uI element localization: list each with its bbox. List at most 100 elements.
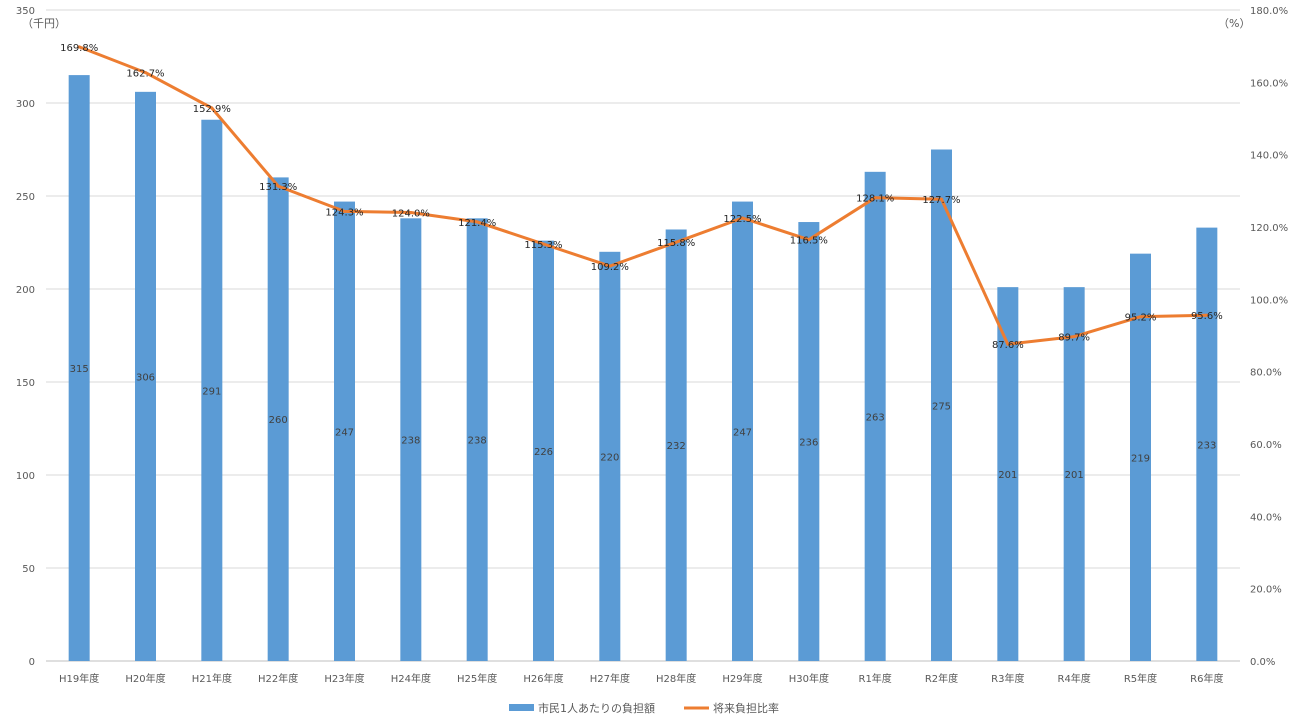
bar (864, 171, 886, 661)
x-axis-tick-label: H24年度 (391, 672, 431, 685)
line-data-label: 89.7% (1058, 333, 1090, 344)
x-axis-tick-label: H29年度 (722, 672, 762, 685)
line-point (674, 240, 678, 244)
bar-data-label: 275 (932, 401, 951, 412)
line-point (542, 242, 545, 246)
bar (334, 201, 355, 661)
right-axis-tick-label: 100.0% (1250, 295, 1288, 306)
bar-data-label: 226 (534, 447, 553, 458)
line-point (77, 45, 81, 49)
left-axis-unit: （千円） (22, 17, 66, 30)
bar (1063, 287, 1085, 661)
bar (533, 240, 554, 661)
legend-bar-label: 市民1人あたりの負担額 (538, 701, 655, 715)
x-axis-tick-label: H22年度 (258, 672, 298, 685)
bar-data-label: 247 (335, 427, 354, 438)
bar-data-label: 219 (1131, 453, 1150, 464)
line-data-label: 122.5% (723, 214, 761, 225)
line-point (940, 197, 943, 201)
line-point (741, 216, 744, 220)
bar (400, 218, 422, 661)
x-axis-tick-label: H23年度 (324, 672, 364, 685)
bar (798, 222, 820, 662)
x-axis-tick-label: H26年度 (523, 672, 563, 685)
line-data-label: 131.3% (259, 182, 297, 193)
bar-data-label: 238 (468, 436, 487, 447)
line-point (475, 220, 479, 224)
x-axis-tick-label: H25年度 (457, 672, 497, 685)
bar (466, 218, 488, 661)
left-axis-tick-label: 250 (16, 192, 35, 203)
x-axis-tick-label: R6年度 (1190, 672, 1223, 685)
line-point (343, 209, 346, 213)
left-axis-tick-label: 150 (16, 378, 35, 389)
line-series (77, 45, 1209, 346)
bar (267, 177, 289, 661)
line-data-label: 116.5% (790, 236, 828, 247)
right-axis-tick-label: 140.0% (1250, 151, 1288, 162)
right-axis-tick-label: 160.0% (1250, 78, 1288, 89)
line-point (807, 238, 811, 242)
line-data-label: 128.1% (856, 194, 894, 205)
line-data-label: 127.7% (922, 195, 960, 206)
left-axis-tick-label: 200 (16, 285, 35, 296)
right-axis-tick-label: 0.0% (1250, 657, 1275, 668)
line-data-label: 162.7% (126, 69, 164, 80)
bar (732, 201, 753, 661)
x-axis-tick-label: R5年度 (1124, 672, 1157, 685)
bar-data-label: 260 (269, 415, 288, 426)
line-point (873, 196, 877, 200)
line-point (409, 211, 413, 215)
bar (599, 251, 621, 662)
line-point (276, 184, 280, 188)
legend: 市民1人あたりの負担額 将来負担比率 (509, 701, 779, 715)
x-axis-tick-label: R4年度 (1058, 672, 1091, 685)
line-data-label: 121.4% (458, 218, 496, 229)
x-axis-tick-label: R1年度 (859, 672, 892, 685)
line-point (1205, 313, 1209, 317)
bar-data-label: 236 (799, 438, 818, 449)
bar (1130, 253, 1151, 661)
bar-data-label: 201 (998, 470, 1017, 481)
right-axis-tick-label: 40.0% (1250, 512, 1282, 523)
line-data-label: 109.2% (591, 262, 629, 273)
left-axis-tick-label: 50 (22, 564, 35, 575)
bar (201, 119, 223, 662)
x-axis-tick-label: H27年度 (590, 672, 630, 685)
bar (665, 229, 687, 662)
x-axis-tick-label: R3年度 (991, 672, 1024, 685)
line-data-label: 95.2% (1125, 313, 1157, 324)
line-data-label: 115.8% (657, 238, 695, 249)
x-axis-tick-label: H21年度 (192, 672, 232, 685)
line-data-label: 115.3% (524, 240, 562, 251)
line-point (1006, 342, 1010, 346)
bar (931, 149, 952, 661)
left-axis-tick-label: 100 (16, 471, 35, 482)
left-axis-tick-label: 350 (16, 6, 35, 17)
left-axis-tick-label: 0 (29, 657, 35, 668)
bar-data-labels: 315 306 291 260 247 238 238 226 220 232 247 236 263 2… (70, 364, 1217, 481)
bar-data-label: 232 (667, 441, 686, 452)
bar-data-label: 306 (136, 372, 155, 383)
line-point (608, 264, 612, 268)
right-axis-tick-label: 60.0% (1250, 440, 1282, 451)
legend-line-label: 将来負担比率 (713, 701, 779, 715)
bar-data-label: 233 (1197, 440, 1216, 451)
x-axis-tick-label: R2年度 (925, 672, 958, 685)
gridlines (46, 9, 1240, 662)
line-data-label: 169.8% (60, 43, 98, 54)
line-data-label: 87.6% (992, 340, 1024, 351)
bar-data-label: 315 (70, 364, 89, 375)
bar-data-label: 220 (600, 452, 619, 463)
x-axis-tick-label: H30年度 (789, 672, 829, 685)
bar (135, 91, 156, 662)
bar (997, 287, 1019, 661)
line-path (77, 45, 1209, 346)
bar (1196, 227, 1218, 661)
line-data-label: 95.6% (1191, 311, 1223, 322)
left-axis-tick-label: 300 (16, 99, 35, 110)
right-axis-tick-label: 180.0% (1250, 6, 1288, 17)
line-data-label: 124.0% (392, 209, 430, 220)
line-data-label: 152.9% (193, 104, 231, 115)
